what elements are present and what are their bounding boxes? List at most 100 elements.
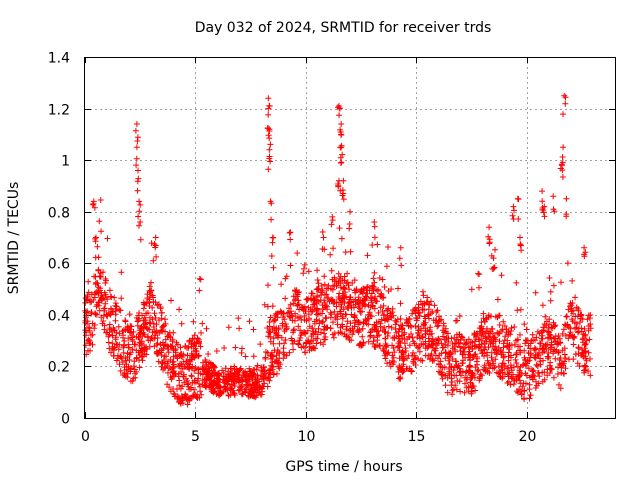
data-point <box>469 345 476 352</box>
data-point <box>582 363 589 370</box>
data-point <box>327 251 334 258</box>
data-point <box>337 160 344 166</box>
data-point <box>267 338 274 345</box>
data-point <box>515 216 522 222</box>
data-point <box>337 284 344 291</box>
data-point <box>321 281 328 288</box>
data-point <box>309 307 316 314</box>
data-point <box>216 392 223 399</box>
data-point <box>577 319 583 326</box>
data-point <box>515 196 522 203</box>
data-point <box>88 310 94 317</box>
data-point <box>387 363 394 370</box>
data-point <box>266 103 273 109</box>
data-point <box>380 312 387 319</box>
data-point <box>118 353 124 360</box>
data-point <box>248 386 255 392</box>
data-point <box>416 348 423 355</box>
data-point <box>587 372 594 379</box>
data-point <box>135 213 142 220</box>
data-point <box>491 364 498 371</box>
data-point <box>119 328 126 335</box>
data-point <box>519 362 526 369</box>
data-point <box>274 347 281 353</box>
data-point <box>319 289 326 296</box>
data-point <box>462 341 469 348</box>
data-point <box>354 317 361 324</box>
data-point <box>290 346 297 353</box>
data-point <box>82 327 89 334</box>
data-point <box>267 366 274 373</box>
data-point <box>189 353 196 360</box>
data-point <box>351 277 358 284</box>
data-point <box>343 326 350 333</box>
data-point <box>544 353 551 360</box>
data-point <box>179 354 186 361</box>
data-point <box>278 281 285 288</box>
data-point <box>446 361 453 367</box>
data-point <box>419 333 426 340</box>
data-point <box>205 351 212 357</box>
data-point <box>185 395 192 402</box>
data-point <box>515 343 522 350</box>
data-point <box>335 182 342 189</box>
data-point <box>566 331 573 338</box>
data-point <box>137 340 144 347</box>
data-point <box>104 235 111 242</box>
data-point <box>395 335 402 342</box>
data-point <box>134 138 141 144</box>
data-point <box>514 307 521 314</box>
data-point <box>192 364 199 371</box>
data-point <box>314 311 321 318</box>
data-point <box>336 299 342 306</box>
data-point <box>266 146 273 153</box>
data-point <box>257 391 264 398</box>
data-point <box>136 198 143 205</box>
data-point <box>216 379 223 386</box>
data-point <box>267 141 274 148</box>
data-point <box>525 365 532 372</box>
data-point <box>303 340 310 346</box>
data-point <box>369 282 376 289</box>
data-point <box>301 313 308 320</box>
data-point <box>292 288 299 295</box>
data-point <box>521 347 528 354</box>
data-point <box>517 331 523 338</box>
data-point <box>469 370 476 377</box>
data-point <box>320 234 327 241</box>
data-point <box>194 335 201 342</box>
data-point <box>192 347 199 354</box>
data-point <box>550 193 557 200</box>
data-point <box>428 351 435 358</box>
data-point <box>184 345 190 351</box>
data-point <box>307 295 314 302</box>
data-point <box>442 382 449 389</box>
data-point <box>363 284 370 291</box>
data-point <box>222 365 229 372</box>
data-point <box>462 369 469 376</box>
data-point <box>449 391 456 398</box>
data-point <box>542 313 549 320</box>
data-point <box>162 316 168 323</box>
data-point <box>374 241 381 248</box>
data-point <box>150 257 157 264</box>
data-point <box>561 358 568 365</box>
data-point <box>291 297 298 304</box>
data-point <box>461 389 468 396</box>
data-point <box>382 355 389 362</box>
data-point <box>539 378 546 385</box>
data-point <box>399 322 406 329</box>
data-point <box>347 248 354 255</box>
data-point <box>136 208 143 215</box>
data-point <box>89 331 96 338</box>
data-point <box>353 286 360 293</box>
data-point <box>137 330 144 337</box>
data-point <box>135 349 142 356</box>
data-point <box>265 282 271 289</box>
data-point <box>581 362 588 369</box>
data-point <box>180 400 186 406</box>
data-point <box>146 326 153 333</box>
data-point <box>422 325 429 332</box>
data-point <box>89 201 96 208</box>
data-point <box>500 318 507 325</box>
